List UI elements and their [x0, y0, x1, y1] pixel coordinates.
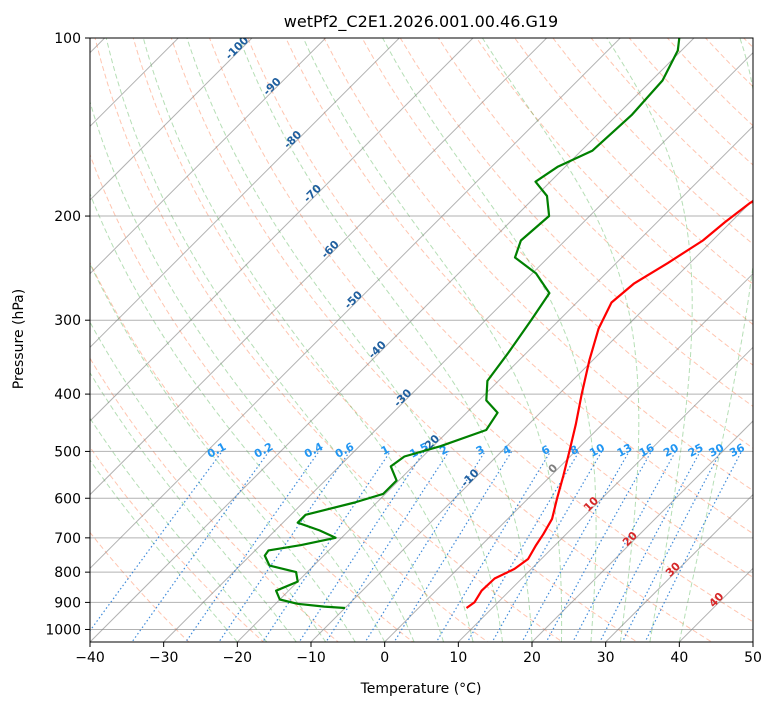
moist-adiabat-line: [383, 38, 596, 642]
mixing-ratio-label: 4: [500, 443, 513, 458]
y-tick-label: 900: [54, 595, 81, 611]
isotherm-line: [4, 0, 751, 654]
moist-adiabat-line: [607, 38, 693, 642]
moist-adiabat-line: [303, 38, 561, 642]
y-tick-label: 300: [54, 313, 81, 329]
mixing-ratio-label: 20: [661, 441, 681, 460]
dry-adiabat-line: [0, 0, 277, 654]
x-tick-label: 0: [380, 650, 389, 666]
y-tick-label: 100: [54, 31, 81, 47]
dry-adiabat-line: [602, 0, 775, 654]
mixing-ratio-label: 0.1: [205, 440, 228, 461]
isotherm-line: [373, 0, 775, 654]
x-axis-label: Temperature (°C): [360, 681, 482, 697]
dry-adiabat-line: [74, 0, 579, 654]
mixing-ratio-line: [124, 451, 269, 654]
isotherm-label: -30: [391, 386, 414, 409]
mixing-ratio-line: [639, 451, 741, 654]
dry-adiabat-line: [536, 0, 775, 654]
dry-adiabat-line: [206, 0, 775, 654]
isotherm-label: 10: [581, 494, 601, 514]
dry-adiabat-line: [305, 0, 775, 654]
mixing-ratio-line: [73, 451, 222, 654]
moist-adiabat-line: [0, 38, 296, 642]
mixing-ratio-label: 6: [539, 443, 552, 458]
isotherm-label: -60: [319, 238, 342, 261]
mixing-ratio-label: 13: [615, 441, 635, 460]
moist-adiabat-line: [0, 38, 237, 642]
x-tick-label: 40: [670, 650, 688, 666]
mixing-ratio-label: 0.6: [333, 440, 357, 461]
chart-title: wetPf2_C2E1.2026.001.00.46.G19: [284, 12, 558, 32]
mixing-ratio-line: [255, 451, 391, 654]
isotherm-label: -50: [342, 288, 365, 311]
y-tick-label: 200: [54, 209, 81, 225]
moist-adiabat-line: [22, 38, 356, 642]
isotherm-line: [78, 0, 775, 654]
axes: −40 −30 −20 −10 0 10 20 30 40 5010020030040050060…: [45, 31, 762, 666]
isotherm-line: [0, 0, 310, 654]
sounding-profiles: [265, 38, 775, 608]
x-tick-label: 10: [449, 650, 467, 666]
moist-adiabat-line: [0, 38, 326, 642]
isotherm-label: 30: [663, 559, 683, 579]
line-annotations: 0.1 0.2 0.4 0.6 1 1.5 2 3 4 6 8 10 13 16 20 25 30 36-100-…: [205, 33, 747, 609]
y-tick-label: 1000: [45, 622, 81, 638]
dry-adiabat-line: [404, 0, 775, 654]
mixing-ratio-label: 10: [587, 441, 607, 460]
x-tick-label: −30: [149, 650, 179, 666]
x-tick-label: 50: [744, 650, 762, 666]
y-tick-label: 400: [54, 387, 81, 403]
x-tick-label: −10: [296, 650, 326, 666]
x-tick-label: −40: [75, 650, 105, 666]
isotherm-label: -70: [301, 182, 324, 205]
dry-adiabat-line: [338, 0, 775, 654]
y-tick-label: 800: [54, 565, 81, 581]
x-tick-label: 20: [523, 650, 541, 666]
background-lines: [0, 0, 775, 654]
y-tick-label: 700: [54, 531, 81, 547]
isotherm-label: -80: [281, 128, 304, 151]
mixing-ratio-line: [594, 451, 700, 654]
dry-adiabat-line: [0, 0, 201, 654]
x-tick-label: 30: [597, 650, 615, 666]
mixing-ratio-label: 1: [379, 443, 392, 458]
isotherm-label: 40: [706, 590, 726, 610]
moist-adiabat-line: [239, 38, 532, 642]
isotherm-label: -10: [458, 466, 481, 489]
mixing-ratio-label: 0.4: [302, 440, 326, 461]
x-tick-label: −20: [223, 650, 253, 666]
mixing-ratio-label: 30: [707, 441, 727, 460]
isotherm-label: -90: [260, 75, 283, 98]
dry-adiabat-line: [371, 0, 775, 654]
mixing-ratio-line: [319, 451, 449, 654]
moist-adiabat-line: [106, 38, 443, 642]
mixing-ratio-label: 25: [686, 441, 706, 460]
dry-adiabat-line: [173, 0, 775, 654]
y-tick-label: 500: [54, 444, 81, 460]
dewpoint-profile-line: [265, 38, 680, 608]
y-tick-label: 600: [54, 491, 81, 507]
isotherm-line: [741, 0, 775, 654]
isotherm-line: [594, 0, 775, 654]
isotherm-line: [446, 0, 775, 654]
mixing-ratio-label: 0.2: [252, 440, 275, 461]
isotherm-line: [299, 0, 775, 654]
mixing-ratio-line: [292, 451, 425, 654]
isotherm-line: [0, 0, 604, 654]
isotherm-label: -40: [366, 338, 389, 361]
y-axis-label: Pressure (hPa): [11, 289, 27, 389]
moist-adiabat-line: [187, 38, 503, 642]
mixing-ratio-label: 3: [474, 443, 487, 458]
mixing-ratio-line: [617, 451, 721, 654]
dry-adiabat-line: [635, 0, 775, 654]
mixing-ratio-label: 16: [637, 441, 657, 460]
isotherm-line: [225, 0, 775, 654]
